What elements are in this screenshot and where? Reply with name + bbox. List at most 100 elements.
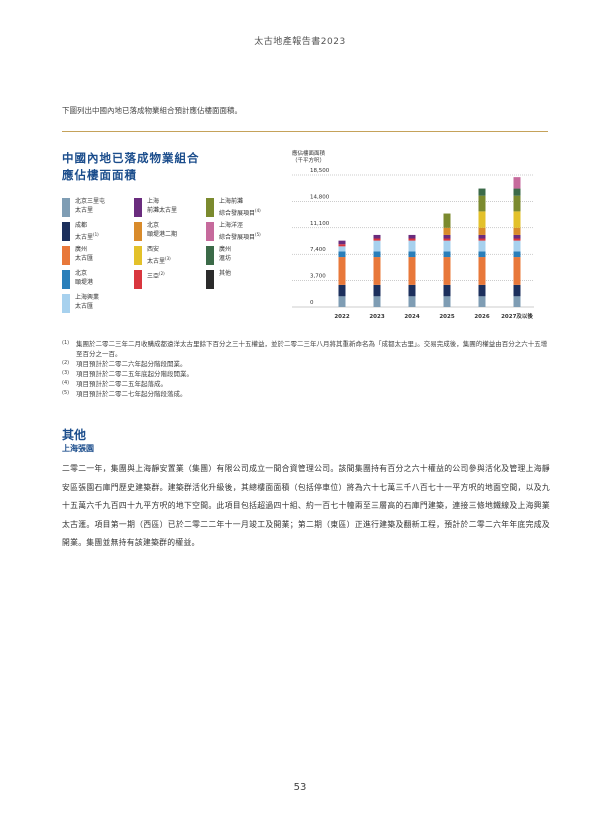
section-body: 二零二一年，集團與上海靜安置業（集團）有限公司成立一間合資管理公司。該間集團持有… [62, 464, 550, 547]
bar-segment [373, 240, 381, 252]
bar-segment [443, 251, 451, 258]
legend-label: 上海興業 太古匯 [75, 294, 100, 310]
divider [62, 131, 548, 132]
y-tick-label: 7,400 [310, 247, 326, 253]
bar-segment [373, 284, 381, 297]
legend-swatch [206, 246, 214, 265]
stacked-bar-chart: 應佔樓面面積（千平方呎） 0 3,700 7,400 11,100 14,800 18,50… [292, 149, 534, 320]
legend-swatch [134, 198, 142, 217]
bar-segment [513, 195, 521, 212]
bar-segment [513, 227, 521, 235]
bar-segment [338, 246, 346, 252]
footnote-text: 集團於二零二三年二月收購成都遠洋太古里餘下百分之三十五權益，並於二零二三年八月將… [76, 340, 548, 358]
section-title: 其他 [62, 428, 87, 442]
footnote-mark: (3) [62, 370, 70, 376]
legend-item: 成都 太古里(1) [62, 222, 99, 242]
bar-segment [513, 296, 521, 307]
bar-segment [443, 284, 451, 297]
legend-item: 北京三里屯 太古里 [62, 198, 105, 217]
legend-swatch [62, 294, 70, 313]
y-tick-label: 14,800 [310, 194, 330, 200]
legend-label: 廣州 太古匯 [75, 246, 94, 262]
legend-swatch [206, 270, 214, 289]
bar-segment [443, 240, 451, 252]
bar-segment [478, 240, 486, 252]
footnote: (5) 項目預計於二零二七年起分階段落成。 [62, 389, 550, 399]
page-number: 53 [293, 782, 307, 793]
legend-swatch [62, 270, 70, 289]
x-tick-label: 2027及以後 [501, 312, 533, 320]
footnote: (1) 集團於二零二三年二月收購成都遠洋太古里餘下百分之三十五權益，並於二零二三年… [62, 339, 550, 359]
bar-segment [513, 188, 521, 196]
bar-segment [373, 251, 381, 258]
footnote-text: 項目預計於二零二七年起分階段落成。 [76, 390, 187, 398]
footnote-text: 項目預計於二零二五年底起分階段開業。 [76, 370, 193, 378]
intro-text: 下圖列出中國內地已落成物業組合預計應佔樓面面積。 [62, 106, 242, 115]
bar-segment [478, 257, 486, 285]
bar-segment [443, 234, 451, 239]
bar-segment [478, 234, 486, 239]
bar-segment [338, 257, 346, 285]
legend-item: 三亞(2) [134, 270, 165, 289]
legend-item: 上海前灘 綜合發展項目(4) [206, 198, 261, 218]
bar-segment [338, 284, 346, 297]
legend-item: 北京 頤堤港 [62, 270, 93, 289]
y-axis-label: 應佔樓面面積 [292, 149, 326, 157]
bar-segment [478, 238, 486, 241]
x-tick-label: 2023 [369, 314, 384, 320]
legend-item: 廣州 太古匯 [62, 246, 93, 265]
legend-item: 廣州 滙坊 [206, 246, 231, 265]
bar-segment [478, 251, 486, 258]
chart-title-line2: 應佔樓面面積 [62, 168, 137, 182]
bar-segment [443, 238, 451, 241]
legend-label: 北京三里屯 太古里 [75, 198, 106, 214]
legend-label: 其他 [219, 270, 232, 277]
legend-swatch [206, 198, 214, 217]
footnote-mark: (2) [62, 360, 70, 366]
legend-swatch [134, 246, 142, 265]
legend-item: 西安 太古里(3) [134, 246, 171, 266]
bar-segment [513, 251, 521, 258]
bar-segment [338, 296, 346, 307]
x-tick-label: 2025 [439, 314, 454, 320]
bar-segment [338, 251, 346, 258]
bar-segment [373, 296, 381, 307]
footnote: (2) 項目預計於二零二六年起分階段開業。 [62, 359, 550, 369]
legend-swatch [62, 198, 70, 217]
y-tick-label: 18,500 [310, 168, 330, 174]
footnote-mark: (5) [62, 390, 70, 396]
bar-segment [408, 234, 416, 239]
chart-title-line1: 中國內地已落成物業組合 [62, 151, 200, 165]
legend-label: 上海洋涇 綜合發展項目(5) [219, 222, 261, 241]
legend-label: 上海前灘 綜合發展項目(4) [219, 198, 261, 217]
legend-item: 其他 [206, 270, 231, 289]
bar-segment [513, 177, 521, 189]
legend-swatch [134, 222, 142, 241]
bar-segment [373, 257, 381, 285]
y-tick-label: 0 [310, 300, 314, 306]
footnote: (3) 項目預計於二零二五年底起分階段開業。 [62, 369, 550, 379]
legend-label: 成都 太古里(1) [75, 222, 99, 241]
bar-segment [408, 251, 416, 258]
bar-segment [478, 211, 486, 228]
footnote-text: 項目預計於二零二五年起落成。 [76, 380, 167, 388]
legend-label: 西安 太古里(3) [147, 246, 171, 265]
footnote-mark: (1) [62, 340, 70, 346]
bar-segment [478, 227, 486, 235]
y-axis-label-unit: （千平方呎） [292, 156, 325, 164]
legend-item: 上海洋涇 綜合發展項目(5) [206, 222, 261, 242]
bar-segment [513, 240, 521, 252]
legend-swatch [62, 222, 70, 241]
bar-segment [443, 213, 451, 228]
y-tick-label: 3,700 [310, 274, 326, 280]
bar-segment [513, 284, 521, 297]
bar-segment [408, 240, 416, 252]
legend-label: 北京 頤堤港 [75, 270, 94, 286]
bar-segment [513, 211, 521, 228]
bar-segment [408, 296, 416, 307]
legend-label: 三亞(2) [147, 271, 165, 280]
bar-segment [478, 284, 486, 297]
legend-label: 上海 前灘太古里 [147, 198, 178, 214]
bar-segment [408, 257, 416, 285]
x-tick-label: 2022 [334, 314, 349, 320]
